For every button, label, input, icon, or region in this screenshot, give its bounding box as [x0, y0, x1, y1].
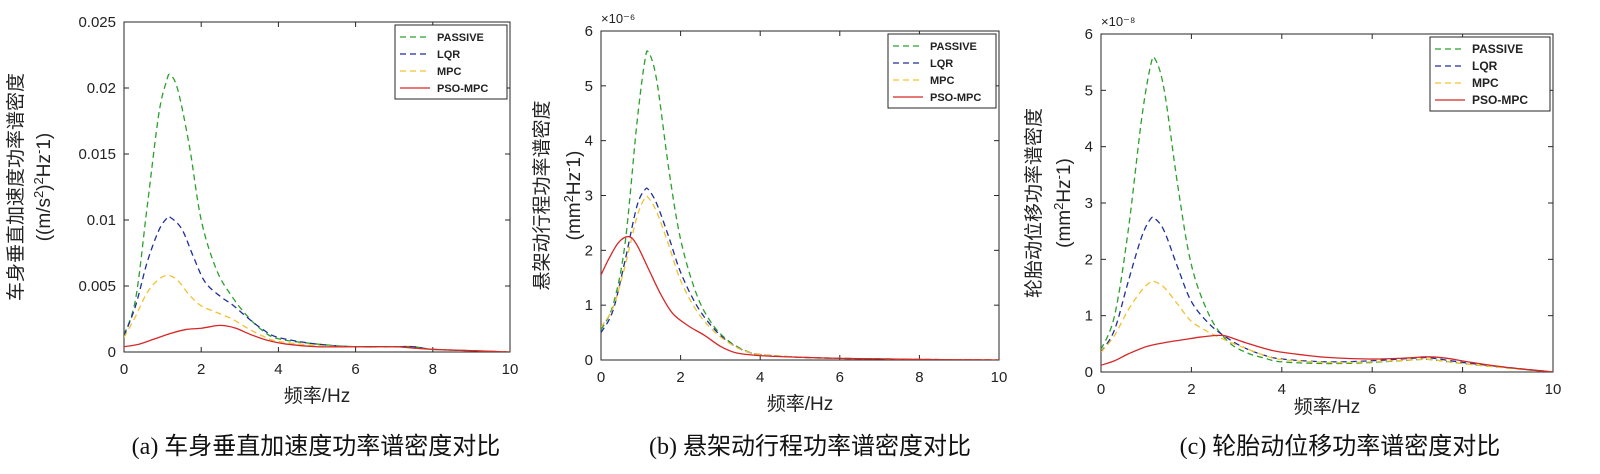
y-exponent-label: ×10⁻⁶: [601, 11, 635, 26]
x-axis-label: 频率/Hz: [767, 393, 834, 415]
series-line-passive: [124, 73, 510, 352]
series-line-pso-mpc: [1101, 334, 1553, 372]
unit-text: (mm: [1054, 210, 1075, 248]
series-line-pso-mpc: [124, 324, 510, 352]
x-tick-label: 6: [836, 369, 844, 386]
series-line-lqr: [1101, 216, 1553, 372]
y-tick-label: 0.01: [87, 212, 116, 229]
y-axis-unit: (mm2Hz-1): [561, 151, 586, 241]
y-tick-label: 3: [1085, 195, 1093, 212]
unit-superscript: -: [31, 150, 46, 154]
legend-label: PASSIVE: [930, 41, 977, 53]
y-axis-label: 悬架动行程功率谱密度: [531, 100, 553, 290]
x-tick-label: 4: [1278, 381, 1286, 398]
x-tick-label: 6: [351, 361, 359, 378]
series-line-lqr: [124, 215, 510, 352]
unit-superscript: -: [561, 168, 576, 172]
y-tick-label: 0.02: [87, 80, 116, 97]
x-tick-label: 10: [1545, 381, 1562, 398]
unit-text: Hz: [564, 172, 585, 195]
legend: PASSIVE LQR MPC PSO-MPC: [394, 24, 508, 100]
panel-caption: (a) 车身垂直加速度功率谱密度对比: [132, 433, 501, 460]
x-axis-label: 频率/Hz: [284, 385, 351, 407]
y-tick-label: 2: [585, 242, 593, 259]
unit-superscript: -: [1051, 175, 1066, 179]
legend-label: LQR: [930, 58, 953, 70]
x-tick-label: 10: [502, 361, 519, 378]
legend: PASSIVE LQR MPC PSO-MPC: [887, 33, 997, 109]
unit-superscript: 2: [31, 177, 46, 184]
y-tick-label: 0: [585, 352, 593, 369]
legend-label: MPC: [1472, 76, 1499, 90]
x-tick-label: 6: [1368, 381, 1376, 398]
x-tick-label: 2: [676, 369, 684, 386]
legend-label: PASSIVE: [437, 32, 484, 44]
x-tick-label: 10: [991, 369, 1008, 386]
panel-caption: (c) 轮胎动位移功率谱密度对比: [1180, 433, 1501, 460]
y-tick-label: 6: [585, 23, 593, 40]
y-axis-label: 车身垂直加速度功率谱密度: [5, 73, 27, 301]
x-tick-label: 0: [597, 369, 605, 386]
y-tick-label: 0: [1085, 364, 1093, 381]
y-tick-label: 3: [585, 188, 593, 205]
y-tick-label: 4: [585, 133, 593, 150]
legend-label: MPC: [437, 66, 462, 78]
y-tick-label: 0.015: [78, 146, 116, 163]
y-axis-label: 轮胎动位移功率谱密度: [1023, 108, 1045, 298]
unit-text: 1): [1054, 158, 1075, 175]
panel-caption: (b) 悬架动行程功率谱密度对比: [649, 433, 971, 460]
y-tick-label: 5: [585, 78, 593, 95]
y-tick-label: 4: [1085, 139, 1093, 156]
y-tick-label: 0.025: [78, 14, 116, 31]
y-axis-unit: ((m/s2)2Hz-1): [31, 133, 56, 242]
x-tick-label: 4: [756, 369, 764, 386]
y-tick-label: 0.005: [78, 278, 116, 295]
y-tick-label: 2: [1085, 251, 1093, 268]
y-exponent-label: ×10⁻⁸: [1101, 14, 1135, 29]
unit-text: ): [34, 184, 55, 190]
y-tick-label: 1: [1085, 308, 1093, 325]
series-line-passive: [1101, 56, 1553, 372]
y-tick-label: 5: [1085, 82, 1093, 99]
y-tick-label: 1: [585, 297, 593, 314]
legend-label: PSO-MPC: [930, 92, 981, 104]
y-axis-unit: (mm2Hz-1): [1051, 158, 1076, 248]
x-tick-label: 0: [120, 361, 128, 378]
x-tick-label: 8: [429, 361, 437, 378]
unit-text: Hz: [1054, 179, 1075, 202]
x-tick-label: 0: [1097, 381, 1105, 398]
unit-text: 1): [34, 133, 55, 150]
y-tick-label: 0: [108, 344, 116, 361]
x-tick-label: 2: [1187, 381, 1195, 398]
unit-text: (mm: [564, 202, 585, 240]
x-tick-label: 2: [197, 361, 205, 378]
legend-label: PASSIVE: [1472, 42, 1523, 56]
x-axis-label: 频率/Hz: [1294, 396, 1361, 418]
legend-label: MPC: [930, 75, 955, 87]
unit-superscript: 2: [31, 191, 46, 198]
x-tick-label: 4: [274, 361, 282, 378]
panel-a: 0 2 4 6 8 10 0 0.005 0.01 0.015 0.02 0.025 频率/Hz 车身垂直…: [5, 14, 518, 460]
y-tick-label: 6: [1085, 26, 1093, 43]
unit-superscript: 2: [1051, 203, 1066, 210]
series-line-pso-mpc: [601, 235, 999, 360]
legend-label: LQR: [1472, 59, 1498, 73]
x-tick-label: 8: [915, 369, 923, 386]
unit-text: ((m/s: [34, 198, 55, 241]
unit-text: 1): [564, 151, 585, 168]
legend-label: PSO-MPC: [1472, 93, 1528, 107]
legend-label: LQR: [437, 49, 460, 61]
legend: PASSIVE LQR MPC PSO-MPC: [1429, 36, 1551, 112]
x-tick-label: 8: [1458, 381, 1466, 398]
legend-label: PSO-MPC: [437, 83, 488, 95]
unit-superscript: 2: [561, 195, 576, 202]
unit-text: Hz: [34, 154, 55, 177]
